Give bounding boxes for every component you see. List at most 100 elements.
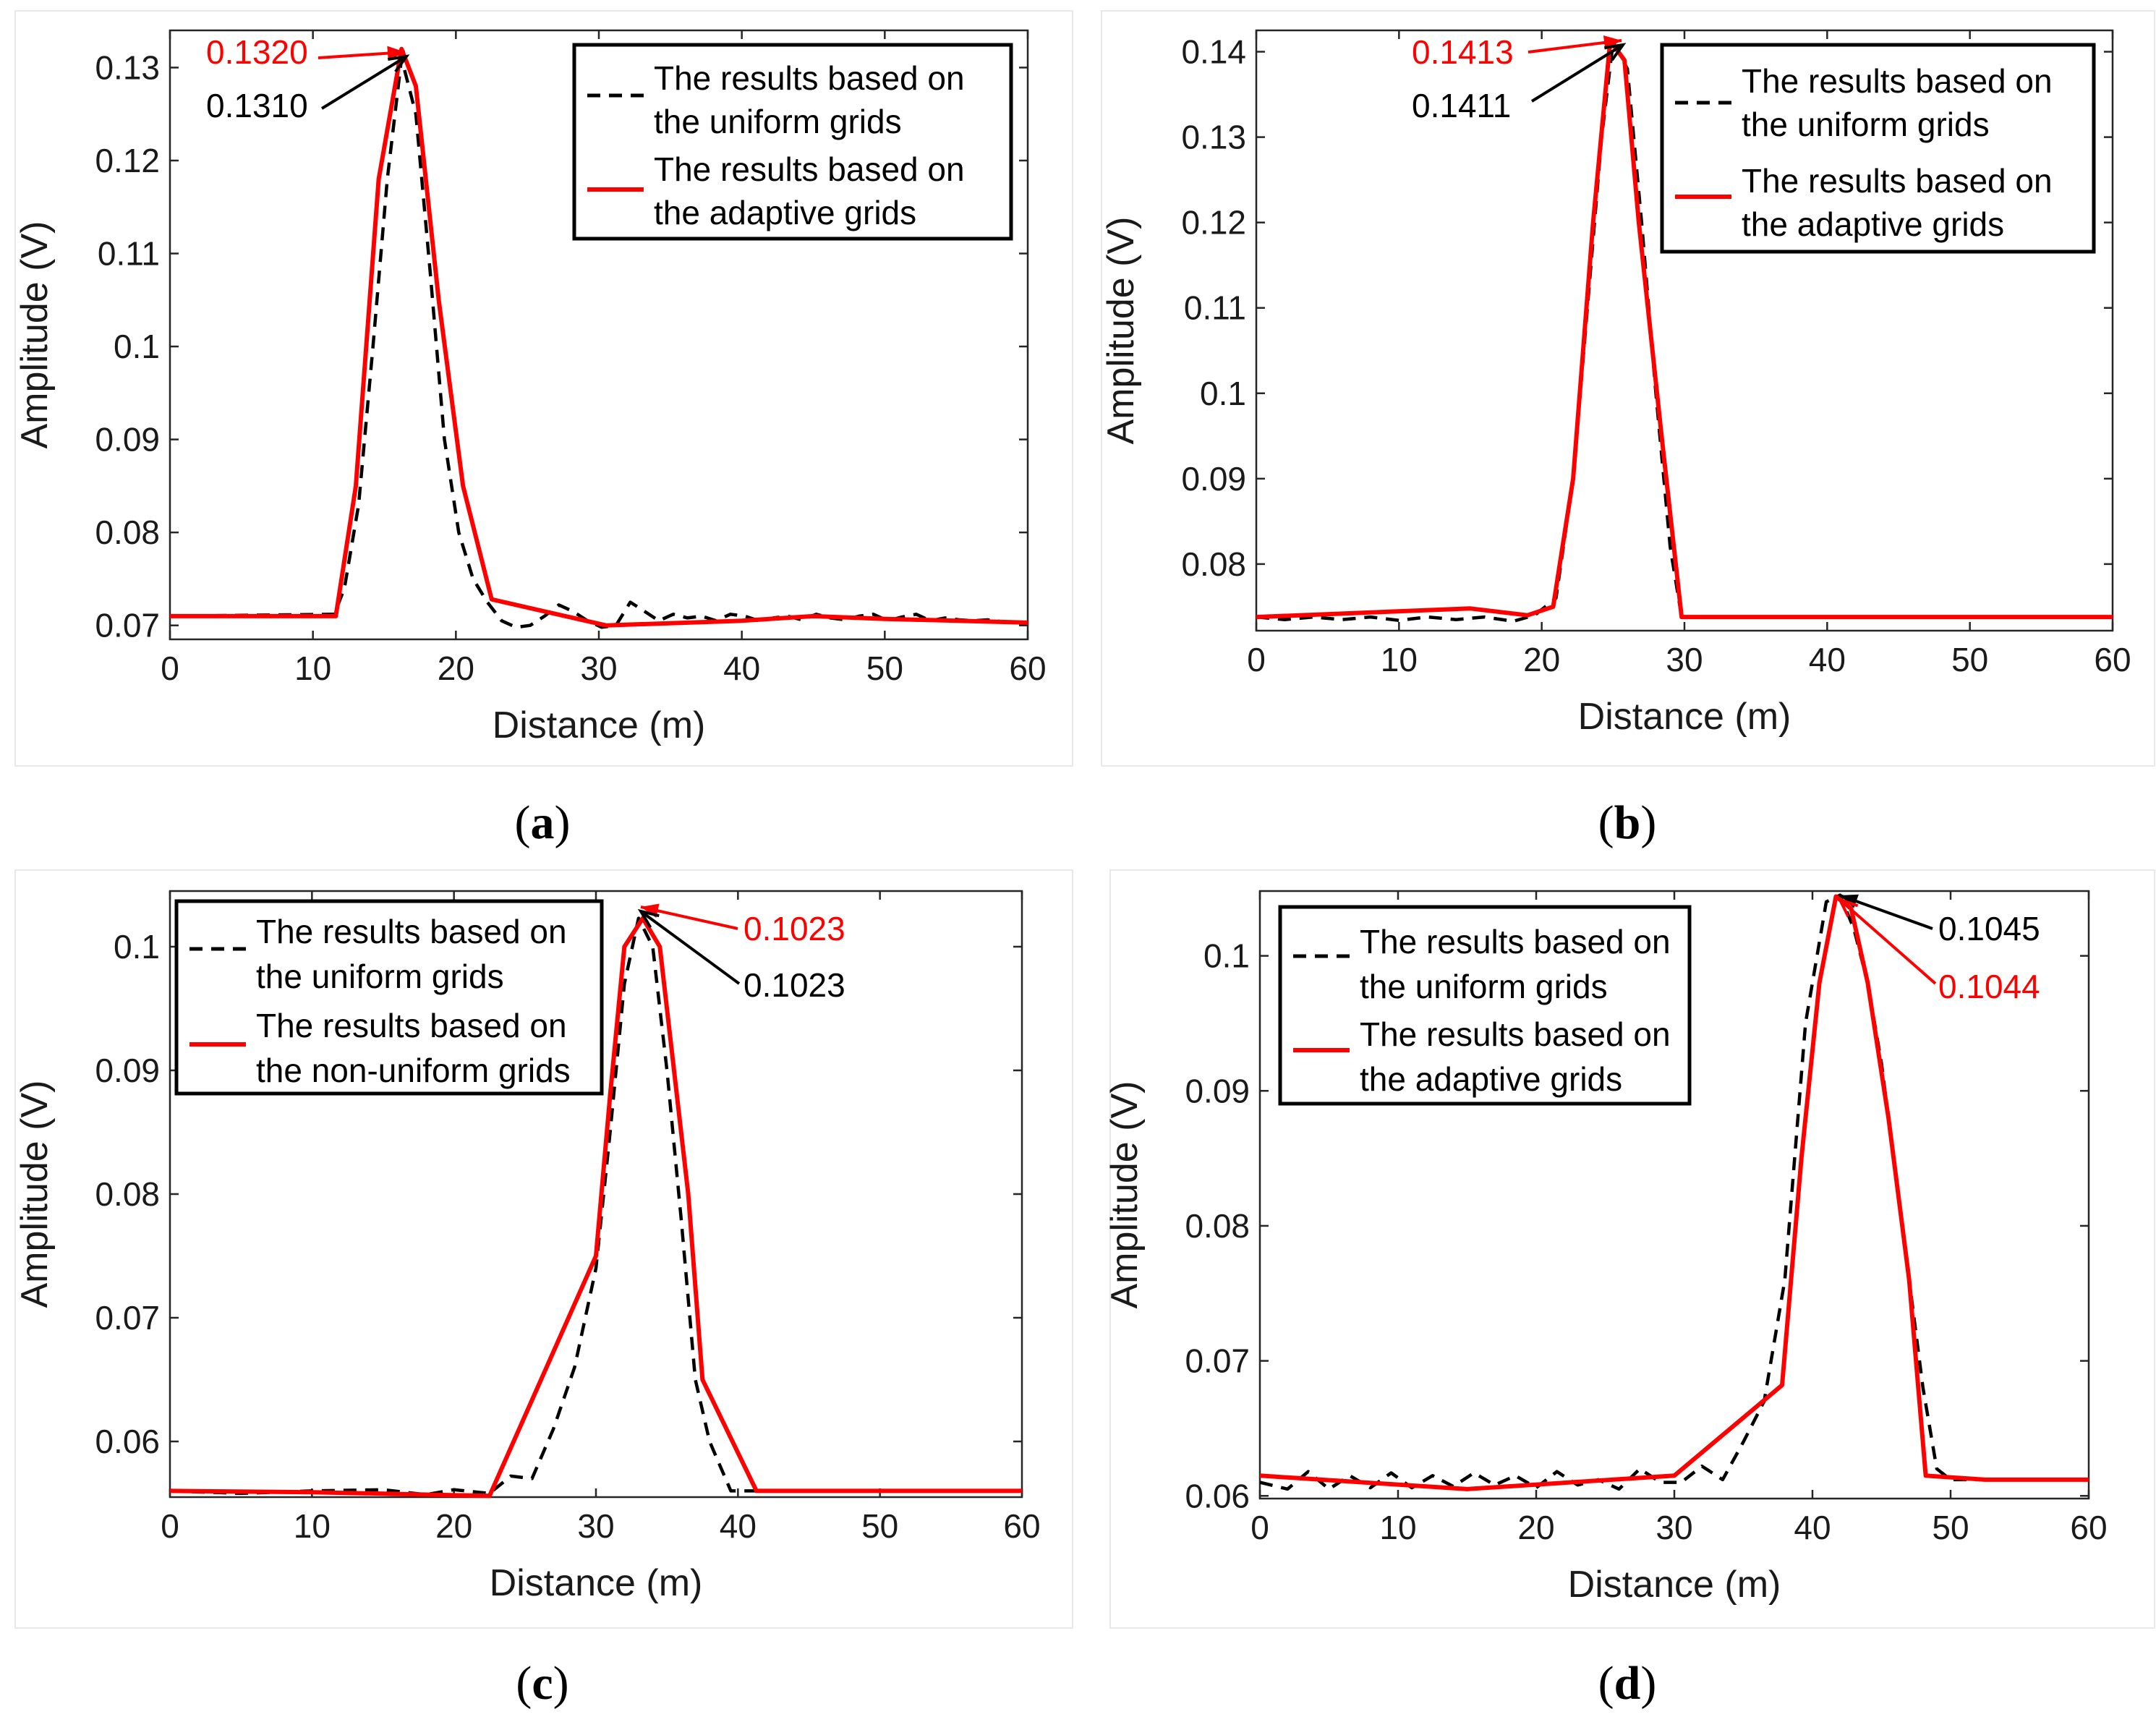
legend-label-a-0-line1: The results based on <box>654 59 965 97</box>
chart-c: 0 10 20 30 40 50 60 0.06 0.07 0.08 0.09 0.1 Distance… <box>14 890 1041 1604</box>
y-tick-label-c-3: 0.09 <box>95 1052 160 1089</box>
x-tick-label-d-4: 40 <box>1794 1509 1831 1546</box>
y-tick-label-d-1: 0.07 <box>1185 1342 1250 1380</box>
legend-label-c-1-line1: The results based on <box>256 1007 567 1044</box>
y-tick-label-b-2: 0.1 <box>1200 375 1246 412</box>
chart-a: 0 10 20 30 40 50 60 0.07 0.08 0.09 0.1 0.11 0.12 0.13… <box>14 29 1047 746</box>
y-tick-label-b-4: 0.12 <box>1181 204 1246 242</box>
x-tick-label-b-3: 30 <box>1666 641 1703 678</box>
annotation-value-b-0: 0.1413 <box>1412 33 1514 71</box>
x-tick-label-b-6: 60 <box>2094 641 2131 678</box>
y-axis-label-b: Amplitude (V) <box>1100 217 1142 445</box>
caption-c: (c) <box>516 1657 569 1710</box>
x-tick-label-c-0: 0 <box>161 1507 179 1545</box>
annotation-arrow-a-1 <box>320 55 408 110</box>
y-tick-label-a-0: 0.07 <box>95 607 160 644</box>
x-tick-label-b-1: 10 <box>1381 641 1418 678</box>
legend-box-a <box>572 43 1013 241</box>
x-tick-label-b-4: 40 <box>1809 641 1846 678</box>
caption-c-letter: c <box>532 1657 553 1710</box>
caption-a: (a) <box>514 796 571 849</box>
x-axis-label-c: Distance (m) <box>490 1562 703 1604</box>
x-tick-label-a-1: 10 <box>294 649 331 687</box>
caption-d-letter: d <box>1614 1657 1641 1710</box>
y-tick-label-d-0: 0.06 <box>1185 1477 1250 1514</box>
series-line-c-adaptive <box>169 916 1022 1499</box>
chart-b: 0 10 20 30 40 50 60 0.08 0.09 0.1 0.11 0.12 0.13 0.14… <box>1100 29 2131 738</box>
caption-d: (d) <box>1598 1657 1657 1710</box>
y-tick-label-b-0: 0.08 <box>1181 545 1246 583</box>
annotation-value-a-1: 0.1310 <box>206 87 308 124</box>
annotation-value-d-0: 0.1045 <box>1938 910 2040 947</box>
caption-a-letter: a <box>530 796 555 849</box>
x-tick-label-c-2: 20 <box>435 1507 472 1545</box>
legend-label-a-1-line2: the adaptive grids <box>654 194 916 231</box>
y-tick-label-c-4: 0.1 <box>114 928 160 966</box>
y-tick-label-a-3: 0.1 <box>114 328 160 365</box>
x-tick-label-b-2: 20 <box>1523 641 1560 678</box>
legend-label-c-0-line2: the uniform grids <box>256 958 504 995</box>
annotation-value-a-0: 0.1320 <box>206 33 308 71</box>
x-tick-label-d-6: 60 <box>2070 1509 2107 1546</box>
x-axis-label-a: Distance (m) <box>493 704 706 746</box>
legend-box-d <box>1278 905 1692 1106</box>
annotation-value-c-1: 0.1023 <box>743 966 845 1004</box>
caption-b-letter: b <box>1614 796 1641 849</box>
legend-label-b-0-line2: the uniform grids <box>1742 106 1990 143</box>
x-tick-label-b-5: 50 <box>1951 641 1988 678</box>
annotation-arrowhead-b-1 <box>1604 43 1627 61</box>
x-tick-label-a-3: 30 <box>580 649 617 687</box>
y-tick-label-c-1: 0.07 <box>95 1299 160 1337</box>
x-tick-label-c-3: 30 <box>577 1507 614 1545</box>
annotation-arrow-b-1 <box>1530 43 1624 103</box>
series-line-b-adaptive <box>1256 38 2113 620</box>
y-tick-label-d-2: 0.08 <box>1185 1207 1250 1245</box>
y-tick-label-a-6: 0.13 <box>95 48 160 86</box>
annotation-value-c-0: 0.1023 <box>743 910 845 947</box>
x-tick-label-b-0: 0 <box>1247 641 1266 678</box>
legend-label-b-1-line1: The results based on <box>1742 162 2053 200</box>
y-axis-label-a: Amplitude (V) <box>14 221 56 449</box>
x-tick-label-d-1: 10 <box>1379 1509 1416 1546</box>
x-tick-label-d-2: 20 <box>1517 1509 1554 1546</box>
legend-label-c-0-line1: The results based on <box>256 913 567 950</box>
y-tick-label-a-2: 0.09 <box>95 421 160 459</box>
annotation-value-d-1: 0.1044 <box>1938 968 2040 1005</box>
x-tick-label-d-0: 0 <box>1250 1509 1269 1546</box>
legend-box-c <box>174 899 604 1096</box>
x-tick-label-a-5: 50 <box>866 649 903 687</box>
x-tick-label-c-5: 50 <box>861 1507 898 1545</box>
annotation-value-b-1: 0.1411 <box>1412 87 1511 124</box>
annotation-arrow-d-1 <box>1838 898 1937 985</box>
y-axis-label-d: Amplitude (V) <box>1104 1081 1146 1309</box>
y-tick-label-d-4: 0.1 <box>1203 937 1250 975</box>
legend-label-b-0-line1: The results based on <box>1742 62 2053 100</box>
x-tick-label-d-5: 50 <box>1932 1509 1969 1546</box>
annotation-arrow-c-1 <box>639 910 741 985</box>
y-tick-label-a-1: 0.08 <box>95 514 160 551</box>
x-tick-label-c-6: 60 <box>1003 1507 1040 1545</box>
x-tick-label-d-3: 30 <box>1656 1509 1692 1546</box>
caption-b: (b) <box>1598 796 1657 849</box>
x-tick-label-a-0: 0 <box>161 649 179 687</box>
legend-box-b <box>1660 43 2096 254</box>
x-tick-label-a-6: 60 <box>1009 649 1046 687</box>
legend-label-a-0-line2: the uniform grids <box>654 103 902 140</box>
y-tick-label-b-3: 0.11 <box>1184 289 1246 327</box>
x-axis-label-b: Distance (m) <box>1578 696 1791 738</box>
x-tick-label-c-4: 40 <box>720 1507 757 1545</box>
y-tick-label-b-1: 0.09 <box>1181 460 1246 498</box>
chart-d: 0 10 20 30 40 50 60 0.06 0.07 0.08 0.09 0.1 Distance… <box>1104 890 2108 1606</box>
legend-label-d-1-line2: the adaptive grids <box>1360 1060 1622 1098</box>
y-tick-label-a-4: 0.11 <box>98 235 160 273</box>
y-axis-label-c: Amplitude (V) <box>14 1081 56 1308</box>
y-tick-label-c-2: 0.08 <box>95 1175 160 1213</box>
series-line-a-adaptive <box>170 46 1028 628</box>
y-tick-label-c-0: 0.06 <box>95 1423 160 1460</box>
legend-label-c-1-line2: the non-uniform grids <box>256 1052 571 1089</box>
annotation-arrowhead-c-1 <box>637 908 660 929</box>
y-tick-label-d-3: 0.09 <box>1185 1072 1250 1109</box>
legend-label-d-1-line1: The results based on <box>1360 1015 1671 1053</box>
